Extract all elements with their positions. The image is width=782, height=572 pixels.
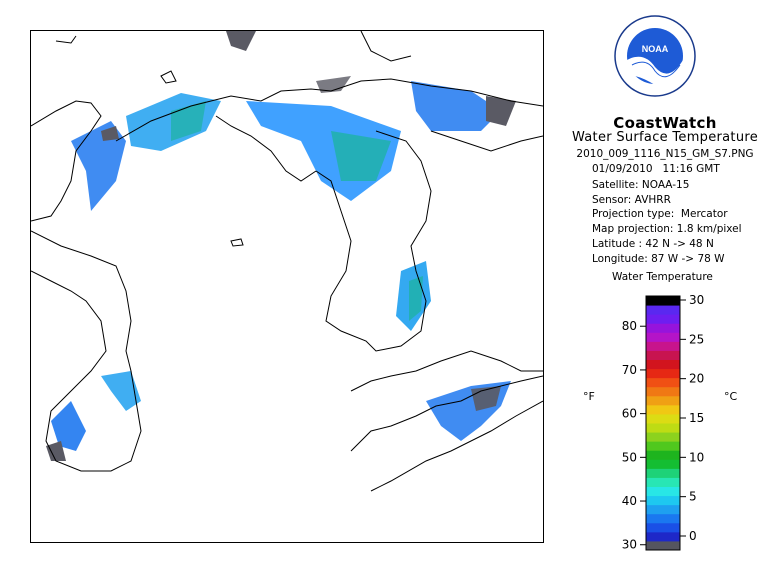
celsius-tick-label: 15 [689,411,704,425]
fahrenheit-tick-label: 60 [622,407,637,421]
legend-swatch [646,332,680,342]
fahrenheit-tick-label: 50 [622,450,637,464]
legend-swatch [646,314,680,324]
map-projection-text: Map projection: 1.8 km/pixel [592,223,742,235]
legend-swatch [646,323,680,333]
legend-swatch [646,459,680,469]
legend-swatch [646,441,680,451]
legend-frame [645,295,681,551]
color-scale-legend: 0 5 10 15 20 25 30 30 40 50 60 70 80 [622,293,705,552]
datetime: 01/09/2010 11:16 GMT [592,163,720,175]
clouds [101,31,516,141]
legend-swatch [646,413,680,424]
great-lakes-map [31,31,543,492]
sensor-text: Sensor: AVHRR [592,194,671,206]
time-text: 11:16 GMT [662,163,720,175]
lake-erie-sst [426,381,511,441]
legend-swatch [646,540,680,551]
legend-swatch [646,450,680,460]
legend-swatch [646,341,680,351]
legend-swatch [646,504,680,515]
celsius-tick-label: 30 [689,293,704,307]
legend-swatch [646,423,680,433]
legend-swatch [646,531,680,542]
image-filename: 2010_009_1116_N15_GM_S7.PNG [576,148,754,160]
coastlines [31,31,543,492]
date-text: 01/09/2010 [592,163,653,175]
legend-swatch [646,404,680,415]
legend-swatch [646,350,680,360]
lake-michigan-sst [46,121,141,461]
legend-swatch [646,468,680,478]
legend-swatch [646,477,680,487]
legend-swatch [646,513,680,524]
celsius-tick-label: 20 [689,372,704,386]
logo-text: NOAA [642,44,669,54]
celsius-tick-label: 25 [689,332,704,346]
legend-swatch [646,296,680,306]
legend-swatch [646,432,680,442]
legend-swatch [646,368,680,379]
lake-superior-sst [126,93,221,151]
legend-swatch [646,377,680,388]
legend-swatch [646,395,680,406]
map-area [30,30,544,543]
satellite-text: Satellite: NOAA-15 [592,179,690,191]
fahrenheit-tick-label: 40 [622,494,637,508]
lake-huron-sst [246,81,501,331]
longitude-text: Longitude: 87 W -> 78 W [592,253,725,265]
fahrenheit-tick-label: 80 [622,319,637,333]
fahrenheit-tick-label: 70 [622,363,637,377]
fahrenheit-tick-label: 30 [622,538,637,552]
projection-type-text: Projection type: Mercator [592,208,728,220]
celsius-tick-label: 5 [689,490,697,504]
brand-subtitle: Water Surface Temperature [571,130,759,145]
brand-title: CoastWatch [613,114,717,132]
celsius-tick-label: 10 [689,450,704,464]
legend-swatch [646,486,680,497]
noaa-logo-icon: NOAA [614,15,696,97]
celsius-unit: °C [724,390,738,403]
legend-swatch [646,359,680,370]
latitude-text: Latitude : 42 N -> 48 N [592,238,714,250]
legend-title: Water Temperature [612,271,713,283]
celsius-tick-label: 0 [689,529,697,543]
legend-swatch [646,305,680,315]
legend-swatch [646,495,680,506]
legend-swatch [646,522,680,533]
legend-swatch [646,386,680,397]
fahrenheit-unit: °F [583,390,595,403]
